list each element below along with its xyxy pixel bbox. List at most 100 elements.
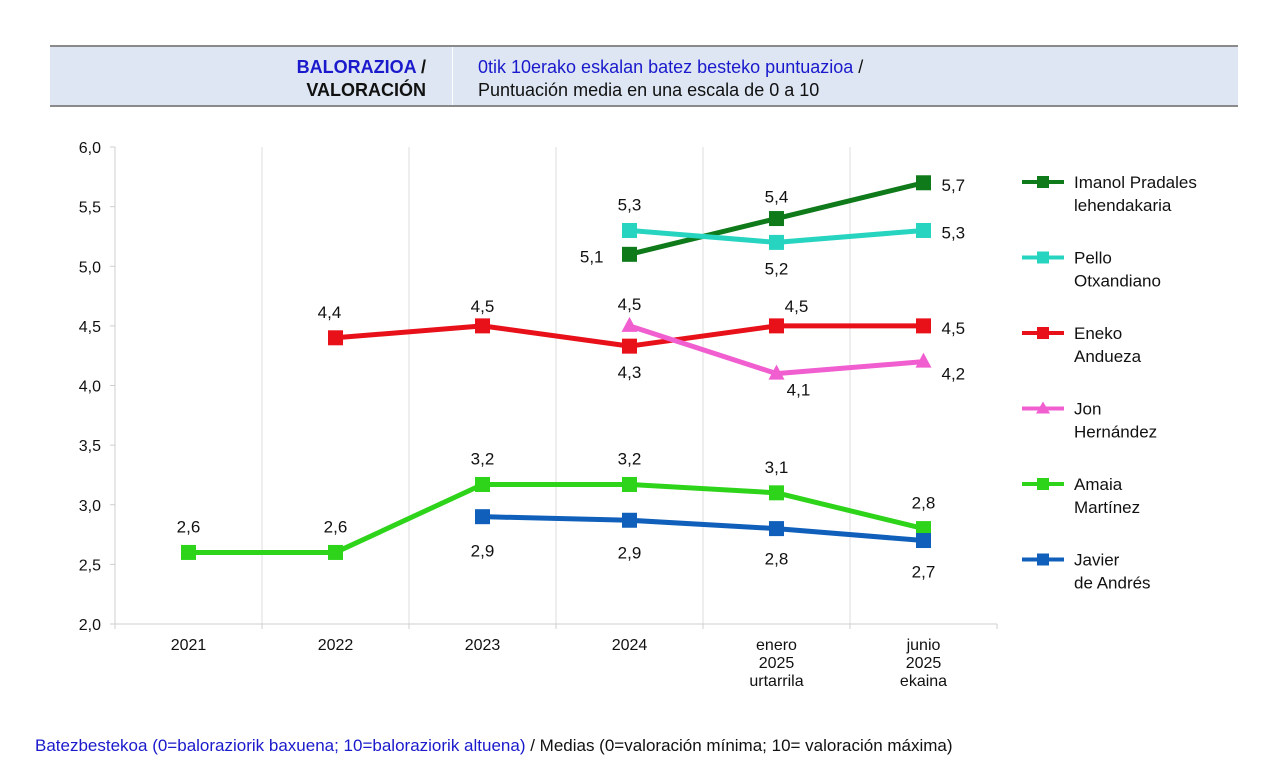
- data-label: 5,3: [618, 195, 642, 214]
- data-point-marker: [916, 521, 931, 537]
- header-subtitle-separator: /: [853, 57, 864, 77]
- data-label: 5,1: [580, 247, 604, 266]
- data-point-marker: [328, 544, 343, 560]
- y-tick-label: 4,0: [79, 379, 101, 396]
- data-label: 4,2: [942, 365, 966, 384]
- x-tick-label: junio 2025 ekaina: [900, 637, 947, 690]
- data-label: 5,7: [942, 176, 966, 195]
- data-label: 5,4: [765, 188, 789, 207]
- series-javier-de-andrés: 2,9 2,9 2,8 2,7: [471, 509, 936, 582]
- series-line: [188, 481, 925, 555]
- footer-note: Batezbestekoa (0=baloraziorik baxuena; 1…: [35, 736, 953, 756]
- data-label: 3,2: [618, 449, 642, 468]
- series-jon-hernández: 4,5 4,1 4,2: [618, 295, 965, 400]
- legend-entry: Amaia Martínez: [1022, 475, 1140, 517]
- data-label: 4,1: [787, 381, 811, 400]
- data-label: 4,5: [785, 297, 809, 316]
- x-tick-label: enero 2025 urtarrila: [749, 637, 803, 690]
- data-label: 4,3: [618, 363, 642, 382]
- y-tick-label: 5,5: [79, 200, 101, 217]
- data-label: 2,6: [324, 517, 348, 536]
- footer-note-es: / Medias (0=valoración mínima; 10= valor…: [525, 736, 953, 755]
- data-label: 3,2: [471, 449, 495, 468]
- legend-entry: Eneko Andueza: [1022, 324, 1142, 366]
- y-tick-label: 3,5: [79, 438, 101, 455]
- data-label: 4,5: [618, 295, 642, 314]
- x-tick-label: 2023: [465, 637, 501, 654]
- data-point-marker: [769, 211, 784, 227]
- series-amaia-martínez: 2,6 2,6 3,2 3,2 3,1 2,8: [177, 449, 936, 560]
- data-label: 5,2: [765, 259, 789, 278]
- data-label: 2,7: [912, 563, 936, 582]
- data-label: 5,3: [942, 223, 966, 242]
- data-point-marker: [622, 338, 637, 354]
- legend-marker: [1037, 251, 1049, 264]
- footer-note-eu: Batezbestekoa (0=baloraziorik baxuena; 1…: [35, 736, 526, 755]
- data-point-marker: [916, 222, 931, 238]
- data-point-marker: [622, 222, 637, 238]
- data-point-marker: [475, 476, 490, 492]
- data-point-marker: [916, 533, 931, 549]
- legend-entry: Jon Hernández: [1022, 400, 1157, 442]
- legend-label: Imanol Pradales lehendakaria: [1074, 173, 1197, 215]
- y-tick-label: 5,0: [79, 259, 101, 276]
- y-tick-label: 4,5: [79, 319, 101, 336]
- data-label: 2,8: [912, 494, 936, 513]
- legend-marker: [1037, 553, 1049, 566]
- legend-entry: Javier de Andrés: [1022, 551, 1151, 593]
- data-label: 3,1: [765, 458, 789, 477]
- header-title-eu: BALORAZIOA: [296, 57, 416, 77]
- series-line: [482, 514, 924, 544]
- data-point-marker: [622, 512, 637, 528]
- header-subtitle-es: Puntuación media en una escala de 0 a 10: [478, 80, 820, 100]
- header-subtitle-eu: 0tik 10erako eskalan batez besteko puntu…: [478, 57, 854, 77]
- data-point-marker: [622, 246, 637, 262]
- data-label: 2,9: [471, 542, 495, 561]
- legend-marker: [1037, 478, 1049, 490]
- series-eneko-andueza: 4,4 4,5 4,3 4,5 4,5: [318, 297, 965, 382]
- y-tick-label: 3,0: [79, 498, 101, 515]
- legend-entry: Imanol Pradales lehendakaria: [1022, 173, 1197, 215]
- data-point-marker: [621, 316, 638, 332]
- data-point-marker: [769, 318, 784, 334]
- data-label: 4,5: [471, 297, 495, 316]
- legend-label: Amaia Martínez: [1074, 475, 1140, 517]
- y-tick-label: 6,0: [79, 140, 101, 157]
- data-point-marker: [475, 509, 490, 525]
- legend-entry: Pello Otxandiano: [1022, 249, 1161, 291]
- data-point-marker: [769, 234, 784, 250]
- header-divider: [452, 47, 453, 105]
- header-subtitle: 0tik 10erako eskalan batez besteko puntu…: [478, 56, 863, 102]
- y-tick-label: 2,5: [79, 557, 101, 574]
- legend-marker: [1036, 401, 1050, 414]
- legend-label: Eneko Andueza: [1074, 324, 1142, 366]
- legend-marker: [1037, 176, 1049, 188]
- data-label: 4,4: [318, 303, 342, 322]
- series-imanol-pradales-lehendakaria: 5,1 5,4 5,7: [580, 175, 965, 266]
- data-label: 4,5: [942, 319, 966, 338]
- data-label: 2,8: [765, 550, 789, 569]
- data-point-marker: [475, 318, 490, 334]
- header-title-es: VALORACIÓN: [306, 80, 426, 100]
- line-chart: 2,0 2,5 3,0 3,5 4,0 4,5 5,0 5,5 6,0 2021 2022 2023 2…: [79, 140, 1197, 690]
- data-point-marker: [769, 485, 784, 501]
- legend-marker: [1037, 327, 1049, 339]
- header-title-separator: /: [415, 57, 426, 77]
- data-point-marker: [768, 364, 785, 380]
- legend-label: Javier de Andrés: [1074, 551, 1151, 593]
- data-point-marker: [328, 330, 343, 346]
- legend-label: Pello Otxandiano: [1074, 249, 1161, 291]
- data-label: 2,9: [618, 543, 642, 562]
- data-label: 2,6: [177, 517, 201, 536]
- x-tick-label: 2021: [171, 637, 207, 654]
- data-point-marker: [769, 521, 784, 537]
- series-pello-otxandiano: 5,3 5,2 5,3: [618, 195, 965, 278]
- data-point-marker: [916, 175, 931, 191]
- data-point-marker: [916, 318, 931, 334]
- data-point-marker: [181, 544, 196, 560]
- legend-label: Jon Hernández: [1074, 400, 1157, 442]
- x-tick-label: 2024: [612, 637, 648, 654]
- y-tick-label: 2,0: [79, 617, 101, 634]
- data-point-marker: [622, 476, 637, 492]
- header-title: BALORAZIOA / VALORACIÓN: [297, 56, 426, 102]
